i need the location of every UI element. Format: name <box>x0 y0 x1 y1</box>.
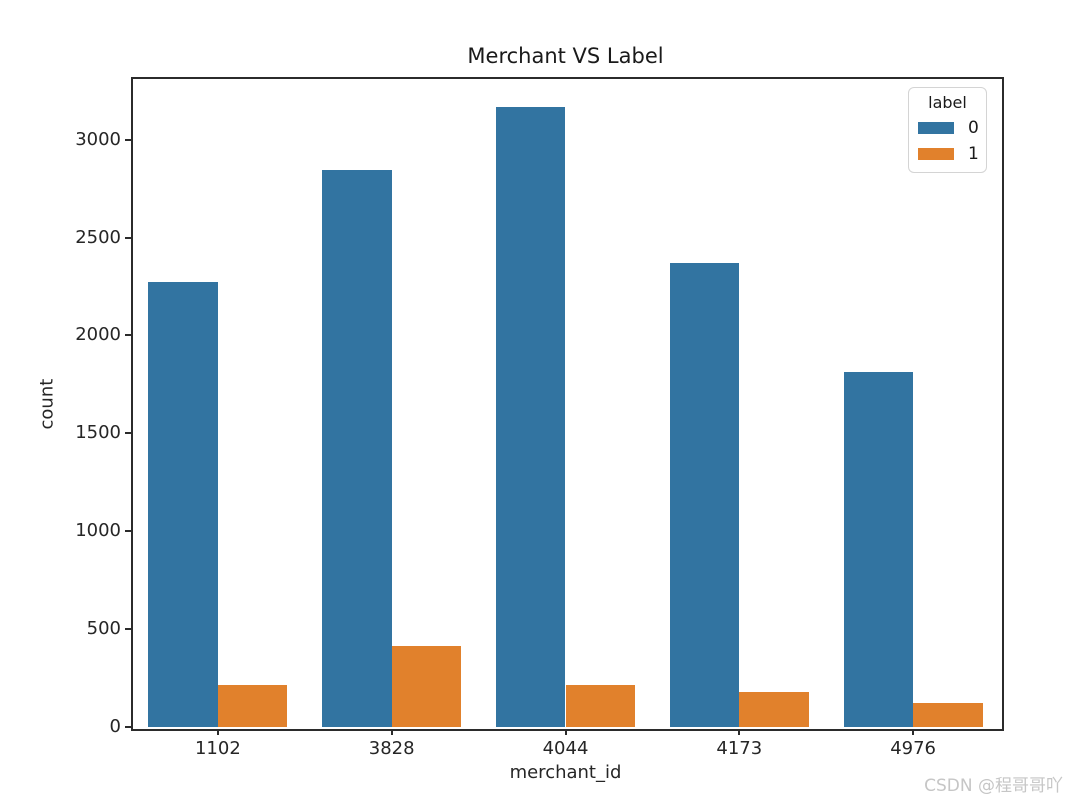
bar-label1-1102 <box>217 685 288 727</box>
x-tick-label-1102: 1102 <box>194 738 241 759</box>
x-tick-mark <box>738 729 741 735</box>
x-tick-mark <box>390 729 393 735</box>
y-tick-label-500: 500 <box>86 618 121 640</box>
bar-label1-4044 <box>565 685 636 727</box>
watermark: CSDN @程哥哥吖 <box>924 776 1063 796</box>
x-axis-label: merchant_id <box>509 762 622 783</box>
legend-swatch-0 <box>918 122 954 134</box>
x-tick-mark <box>912 729 915 735</box>
y-tick-mark <box>125 334 131 337</box>
bar-label0-4044 <box>495 107 566 727</box>
legend-entry-1: 1 <box>918 144 979 164</box>
y-tick-label-3000: 3000 <box>75 128 121 150</box>
y-tick-mark <box>125 432 131 435</box>
bar-label0-1102 <box>148 281 218 727</box>
bar-label1-4976 <box>913 702 983 727</box>
legend-title: label <box>928 93 967 112</box>
legend-label-1: 1 <box>968 144 979 164</box>
legend-swatch-1 <box>918 148 954 160</box>
y-tick-label-2500: 2500 <box>75 226 121 248</box>
legend-label-0: 0 <box>968 118 979 138</box>
bar-label0-3828 <box>322 169 392 727</box>
y-tick-label-2000: 2000 <box>75 324 121 346</box>
bar-label0-4976 <box>843 371 914 727</box>
x-tick-label-4044: 4044 <box>542 738 589 759</box>
x-tick-label-3828: 3828 <box>368 738 415 759</box>
bar-label1-3828 <box>391 645 462 727</box>
y-tick-mark <box>125 236 131 239</box>
legend: label 0 1 <box>908 87 987 173</box>
chart-title: Merchant VS Label <box>467 44 664 68</box>
y-tick-mark <box>125 726 131 728</box>
y-tick-label-0: 0 <box>109 716 121 737</box>
x-tick-label-4173: 4173 <box>716 738 763 759</box>
x-tick-mark <box>216 729 219 735</box>
x-tick-mark <box>564 729 567 735</box>
bar-label0-4173 <box>669 262 740 727</box>
legend-entry-0: 0 <box>918 118 979 138</box>
bar-label1-4173 <box>739 692 809 727</box>
y-tick-label-1000: 1000 <box>75 520 121 542</box>
y-tick-label-1500: 1500 <box>75 422 121 444</box>
x-tick-label-4976: 4976 <box>890 738 936 759</box>
plot-area <box>131 77 1000 727</box>
y-tick-mark <box>125 530 131 533</box>
y-tick-mark <box>125 628 131 631</box>
y-tick-mark <box>125 138 131 141</box>
